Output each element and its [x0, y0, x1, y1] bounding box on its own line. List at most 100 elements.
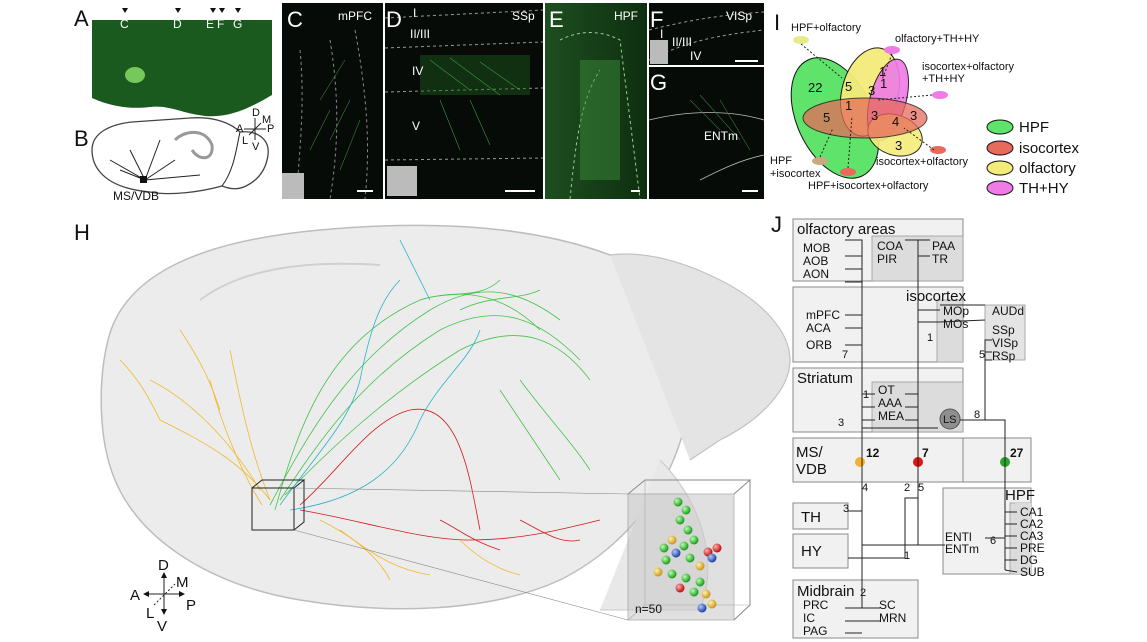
svg-text:MOs: MOs	[943, 317, 968, 331]
svg-text:22: 22	[808, 80, 822, 95]
panel-letter: C	[287, 7, 303, 32]
striatum-title: Striatum	[797, 370, 853, 387]
midbrain-title: Midbrain	[797, 583, 855, 600]
svg-text:TR: TR	[932, 252, 948, 266]
panel-letter: E	[549, 7, 564, 32]
svg-text:V: V	[157, 618, 167, 635]
svg-text:L: L	[242, 135, 248, 147]
inset-cube	[627, 479, 752, 621]
svg-text:PRE: PRE	[1020, 541, 1045, 555]
svg-text:3: 3	[895, 138, 902, 153]
svg-text:MOp: MOp	[943, 304, 969, 318]
svg-text:3: 3	[871, 108, 878, 123]
svg-text:HPF+isocortex+olfactory: HPF+isocortex+olfactory	[808, 180, 929, 192]
svg-text:AUDd: AUDd	[992, 304, 1024, 318]
legend-swatch-isocortex	[986, 140, 1014, 156]
svg-text:D: D	[252, 107, 260, 119]
svg-text:II/III: II/III	[672, 35, 692, 49]
svg-text:6: 6	[990, 535, 996, 547]
isocortex-title: isocortex	[906, 288, 967, 305]
svg-text:II/III: II/III	[410, 27, 430, 41]
marker-g: G	[233, 17, 242, 31]
svg-text:M: M	[262, 114, 271, 126]
svg-text:RSp: RSp	[992, 349, 1016, 363]
svg-text:SSp: SSp	[992, 323, 1015, 337]
svg-text:PRC: PRC	[803, 598, 829, 612]
panel-letter: F	[650, 7, 663, 32]
svg-text:8: 8	[974, 409, 980, 421]
svg-text:COA: COA	[877, 239, 903, 253]
svg-text:PIR: PIR	[877, 252, 897, 266]
svg-text:5: 5	[979, 349, 985, 361]
legend-swatch-olfactory	[986, 160, 1014, 176]
olfactory-title: olfactory areas	[797, 221, 895, 238]
axon-tracings	[119, 239, 601, 581]
svg-text:7: 7	[922, 446, 929, 460]
soma-spheres	[653, 497, 722, 613]
svg-text:MS/: MS/	[796, 444, 824, 461]
venn-callouts: HPF+olfactory olfactory+TH+HY isocortex+…	[770, 22, 1015, 192]
svg-text:2: 2	[860, 587, 866, 599]
svg-text:5: 5	[845, 79, 852, 94]
svg-text:P: P	[267, 123, 274, 135]
svg-text:2: 2	[904, 482, 910, 494]
svg-text:SC: SC	[879, 598, 896, 612]
svg-text:ACA: ACA	[806, 321, 831, 335]
marker-c: C	[120, 17, 129, 31]
svg-text:I: I	[413, 6, 416, 20]
orientation-axes: D V A P L M	[236, 107, 274, 153]
svg-text:PAG: PAG	[803, 624, 827, 638]
region-label: SSp	[512, 9, 535, 23]
msvdb-box	[792, 437, 964, 483]
svg-text:AON: AON	[803, 267, 829, 281]
legend-label: TH+HY	[1019, 180, 1069, 197]
orientation-axes: D V A P L M	[130, 557, 196, 635]
svg-text:IC: IC	[803, 611, 815, 625]
region-label: MS/VDB	[113, 189, 159, 203]
svg-text:1: 1	[880, 76, 887, 91]
msvdb-marker	[140, 176, 147, 183]
svg-text:isocortex+olfactory: isocortex+olfactory	[922, 61, 1015, 73]
cerebellum-mesh	[609, 253, 791, 461]
svg-text:AOB: AOB	[803, 254, 828, 268]
svg-text:IV: IV	[412, 64, 423, 78]
svg-text:3: 3	[910, 108, 917, 123]
svg-text:MOB: MOB	[803, 241, 830, 255]
panel-g: G ENTm	[648, 67, 765, 199]
svg-text:olfactory+TH+HY: olfactory+TH+HY	[895, 33, 980, 45]
svg-text:D: D	[158, 557, 169, 574]
svg-text:12: 12	[866, 446, 880, 460]
marker-e: E	[206, 17, 214, 31]
hy-box	[792, 533, 849, 569]
svg-text:5: 5	[823, 110, 830, 125]
svg-text:HPF+olfactory: HPF+olfactory	[791, 22, 861, 34]
panel-letter: B	[74, 126, 89, 151]
svg-text:4: 4	[892, 114, 899, 129]
svg-text:VISp: VISp	[992, 336, 1018, 350]
brain-section-image	[92, 20, 272, 117]
region-label: VISp	[726, 9, 752, 23]
panel-i: I 22 5 1 3 1 3 4 3 5 3 1 HPF+olfactory o…	[770, 10, 1080, 197]
svg-text:+isocortex: +isocortex	[770, 168, 821, 180]
svg-text:CA2: CA2	[1020, 517, 1044, 531]
svg-text:M: M	[176, 574, 189, 591]
group-dot-yellow	[855, 457, 865, 467]
panel-a: A C D E F G	[74, 6, 272, 117]
svg-text:+TH+HY: +TH+HY	[922, 73, 965, 85]
svg-text:L: L	[146, 605, 154, 622]
svg-text:LS: LS	[943, 414, 956, 426]
svg-text:7: 7	[842, 349, 848, 361]
svg-text:P: P	[186, 597, 196, 614]
region-label: HPF	[614, 9, 638, 23]
svg-text:HPF: HPF	[770, 155, 792, 167]
panel-letter: D	[386, 7, 402, 32]
svg-text:1: 1	[863, 389, 869, 401]
svg-text:ENTl: ENTl	[945, 530, 972, 544]
midbrain-box	[792, 579, 919, 639]
panel-c: C mPFC	[282, 3, 383, 200]
svg-text:isocortex+olfactory: isocortex+olfactory	[876, 156, 969, 168]
micrograph	[282, 3, 383, 199]
panel-letter: A	[74, 6, 89, 31]
panel-letter: H	[74, 220, 90, 245]
